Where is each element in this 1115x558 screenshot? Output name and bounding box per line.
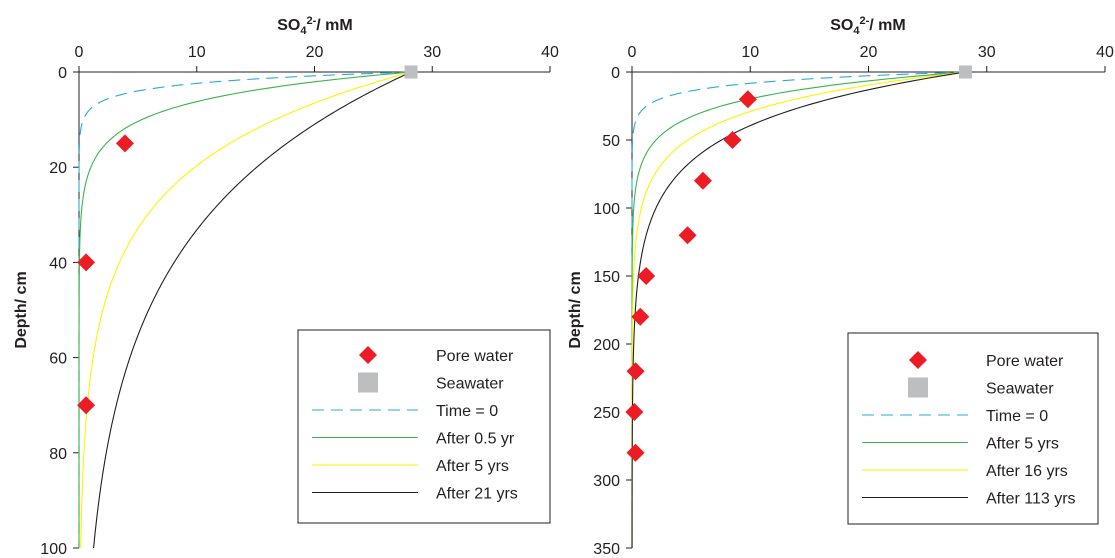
legend-label: Pore water [436,348,514,365]
pore-water-point [678,226,697,245]
y-axis-title-right: Depth/ cm [567,271,584,348]
legend-right: Pore water Seawater Time = 0 After 5 yrs Aft… [847,332,1099,525]
y-tick-label: 0 [58,65,67,82]
curve-after-113-yrs [631,71,966,548]
seawater-point [958,65,972,79]
x-tick-label: 30 [978,44,996,61]
legend-label: Time = 0 [986,408,1048,425]
legend-seawater-symbol [908,377,928,398]
seawater-point [404,65,418,79]
curves-right [631,71,966,548]
curve-after-5-yrs [80,71,412,549]
pore-water-point [637,267,656,285]
y-axis-title-left: Depth/ cm [13,271,30,348]
x-axis-title-right: SO42-/ mM [830,15,905,37]
legend-label: Pore water [986,353,1064,370]
x-tick-label: 40 [541,44,559,61]
curves-left [78,71,412,549]
y-tick-label: 150 [593,269,620,286]
legend-label: After 5 yrs [986,436,1059,453]
curve-after-21-yrs [93,71,412,549]
chart-right: SO42-/ mM Depth/ cm 0 10 20 30 40 0 50 100 150 20… [567,15,1114,558]
x-tick-label: 40 [1096,44,1114,61]
legend-left: Pore water Seawater Time = 0 After 0.5 yr Af… [297,329,551,524]
pore-water-point [626,443,645,462]
pore-water-point [693,171,712,190]
legend-label: After 113 yrs [986,491,1076,508]
curve-after-0-5-yr [78,71,412,548]
y-tick-label: 100 [593,201,620,218]
y-tick-label: 350 [593,541,620,558]
pore-water-point [631,307,650,326]
x-tick-label: 30 [423,44,441,61]
legend-label: After 5 yrs [436,458,509,475]
y-tick-label: 300 [593,473,620,490]
y-tick-label: 250 [593,405,620,422]
x-tick-label: 0 [75,44,84,61]
y-tick-label: 0 [611,65,620,82]
pore-water-point [738,90,757,109]
pore-water-point [626,362,645,381]
points-left [77,65,418,415]
legend-label: After 21 yrs [436,486,518,503]
y-tick-label: 40 [49,255,67,272]
legend-label: Seawater [986,381,1054,398]
pore-water-point [77,253,96,272]
y-tick-label: 200 [593,337,620,354]
legend-label: Seawater [436,376,504,393]
x-tick-label: 0 [628,44,637,61]
legend-box-right [847,332,1099,525]
pore-water-point [77,396,96,415]
pore-water-point [625,403,644,421]
y-tick-label: 60 [49,351,67,368]
pore-water-point [115,134,134,153]
legend-label: Time = 0 [436,403,498,420]
legend-pore-water-symbol [359,346,377,364]
legend-pore-water-symbol [909,351,927,369]
legend-label: After 16 yrs [986,463,1068,480]
x-tick-label: 20 [860,44,878,61]
legend-box-left [297,329,551,524]
chart-left: SO42-/ mM Depth/ cm 0 10 20 30 40 0 20 40 60 80 10… [13,15,559,558]
x-tick-label: 20 [306,44,324,61]
points-right [625,65,972,462]
x-tick-label: 10 [741,44,759,61]
y-tick-label: 80 [49,446,67,463]
legend-label: After 0.5 yr [436,431,515,448]
y-tick-label: 50 [602,133,620,150]
y-tick-label: 20 [49,160,67,177]
y-tick-label: 100 [40,541,67,558]
pore-water-point [723,131,742,149]
axis-ticks-left: 0 10 20 30 40 0 20 40 60 80 100 [40,44,559,558]
x-axis-title-left: SO42-/ mM [277,15,352,37]
legend-seawater-symbol [358,372,378,393]
x-tick-label: 10 [188,44,206,61]
